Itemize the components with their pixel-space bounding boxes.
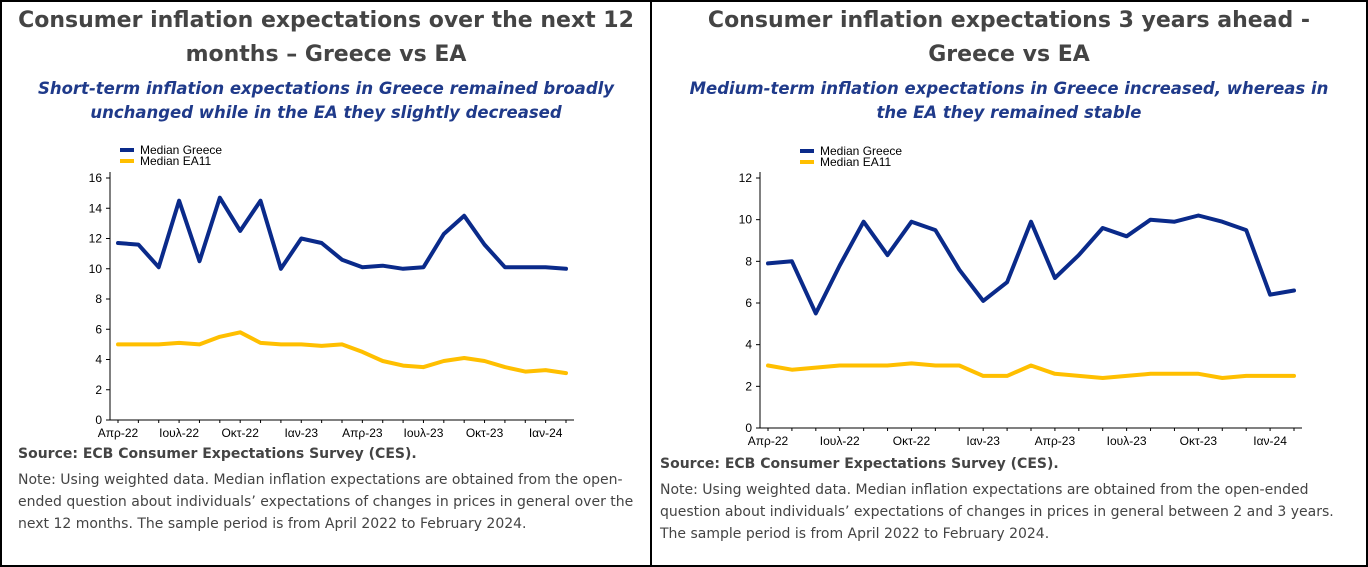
legend-label: Median EA11 bbox=[140, 154, 211, 168]
note-text: Note: Using weighted data. Median inflat… bbox=[18, 472, 634, 532]
y-tick-label: 8 bbox=[95, 292, 102, 306]
y-tick-label: 2 bbox=[95, 383, 102, 397]
panel-left: Consumer inflation expectations over the… bbox=[2, 0, 650, 567]
y-tick-label: 0 bbox=[745, 421, 752, 435]
x-tick-label: Απρ-22 bbox=[748, 434, 789, 448]
x-tick-label: Ιαν-24 bbox=[1253, 434, 1287, 448]
x-tick-label: Ιουλ-23 bbox=[403, 426, 443, 440]
x-tick-label: Οκτ-23 bbox=[1180, 434, 1218, 448]
chart-left: 0 2 4 6 8 10 12 14 16 Απρ-22 Ιουλ-22 Οκτ-22 Ιαν-23 Απ… bbox=[89, 143, 574, 440]
panel-right: Consumer inflation expectations 3 years … bbox=[652, 0, 1366, 567]
panel-subtitle: Short-term inflation expectations in Gre… bbox=[37, 79, 615, 122]
y-tick-label: 6 bbox=[745, 296, 752, 310]
y-tick-label: 10 bbox=[739, 213, 753, 227]
y-tick-label: 8 bbox=[745, 254, 752, 268]
x-tick-label: Ιαν-23 bbox=[284, 426, 318, 440]
series-line-greece bbox=[116, 195, 568, 271]
x-tick-label: Ιαν-24 bbox=[529, 426, 563, 440]
panel-subtitle: Medium-term inflation expectations in Gr… bbox=[689, 79, 1329, 122]
x-tick-label: Ιαν-23 bbox=[966, 434, 1000, 448]
x-tick-label: Οκτ-23 bbox=[466, 426, 504, 440]
chart-right: 0 2 4 6 8 10 12 Απρ-22 Ιουλ-22 Οκτ-22 Ιαν-23 Απρ-23… bbox=[739, 144, 1302, 448]
y-tick-label: 12 bbox=[739, 171, 753, 185]
source-text: Source: ECB Consumer Expectations Survey… bbox=[18, 446, 417, 462]
series-line-greece bbox=[766, 213, 1296, 316]
source-text: Source: ECB Consumer Expectations Survey… bbox=[660, 456, 1059, 472]
y-tick-label: 10 bbox=[89, 262, 103, 276]
y-tick-label: 4 bbox=[745, 338, 752, 352]
y-tick-label: 0 bbox=[95, 413, 102, 427]
series-line-ea11 bbox=[766, 361, 1296, 380]
x-tick-label: Ιουλ-22 bbox=[159, 426, 199, 440]
y-tick-label: 2 bbox=[745, 379, 752, 393]
x-tick-label: Οκτ-22 bbox=[893, 434, 931, 448]
note-text: Note: Using weighted data. Median inflat… bbox=[660, 482, 1334, 542]
x-tick-label: Απρ-23 bbox=[1035, 434, 1076, 448]
y-tick-label: 16 bbox=[89, 171, 103, 185]
y-tick-label: 14 bbox=[89, 201, 103, 215]
series-line-ea11 bbox=[116, 330, 568, 376]
panel-title: Consumer inflation expectations over the… bbox=[18, 8, 634, 67]
panel-title: Consumer inflation expectations 3 years … bbox=[707, 8, 1311, 67]
legend-label: Median Greece bbox=[820, 144, 902, 158]
x-tick-label: Ιουλ-22 bbox=[820, 434, 860, 448]
y-tick-label: 12 bbox=[89, 232, 103, 246]
y-tick-label: 4 bbox=[95, 353, 102, 367]
x-tick-label: Οκτ-22 bbox=[221, 426, 259, 440]
x-tick-label: Απρ-23 bbox=[342, 426, 383, 440]
legend-label: Median EA11 bbox=[820, 155, 891, 169]
x-tick-label: Ιουλ-23 bbox=[1107, 434, 1147, 448]
x-tick-label: Απρ-22 bbox=[98, 426, 139, 440]
panel-divider bbox=[650, 0, 652, 567]
y-tick-label: 6 bbox=[95, 322, 102, 336]
legend-label: Median Greece bbox=[140, 143, 222, 157]
